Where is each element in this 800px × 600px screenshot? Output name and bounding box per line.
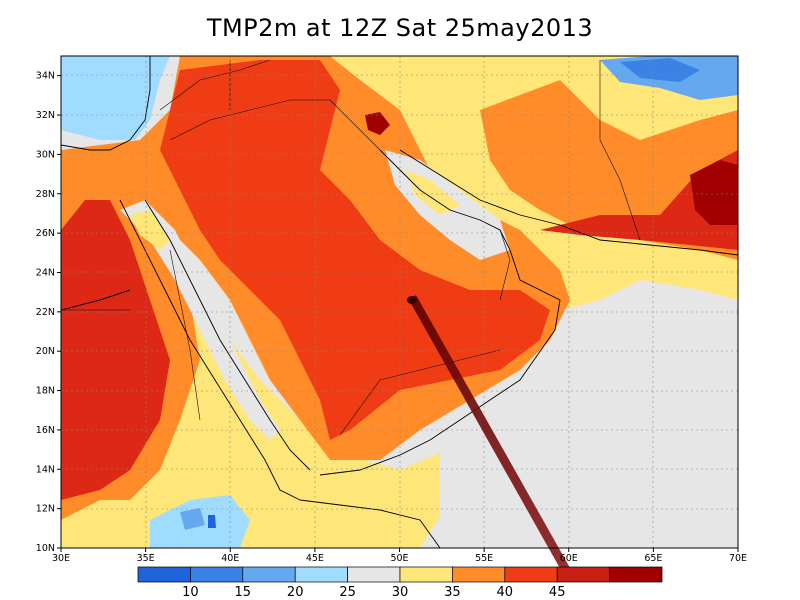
lon-tick-label: 65E	[644, 553, 662, 564]
colorbar-label: 45	[549, 585, 566, 600]
field-red-sea	[120, 200, 280, 440]
map-title: TMP2m at 12Z Sat 25may2013	[206, 14, 594, 42]
gridlines	[61, 56, 738, 548]
lat-tick-label: 24N	[36, 267, 55, 278]
colorbar-swatch	[399, 566, 453, 583]
colorbar-label: 30	[392, 585, 409, 600]
lat-tick-label: 26N	[36, 228, 55, 239]
field-45-up-iran	[690, 160, 738, 225]
colorbar-label: 40	[497, 585, 514, 600]
lat-tick-label: 34N	[36, 71, 55, 82]
colorbar-label: 15	[235, 585, 252, 600]
arrow-annotation	[407, 295, 574, 579]
colorbar-swatch	[242, 566, 296, 583]
field-45-up-iraq	[365, 112, 390, 135]
coastlines	[61, 56, 738, 548]
lat-tick-label: 10N	[36, 543, 55, 554]
longitude-ticks: 30E 35E 40E 45E 50E 55E 60E 65E 70E	[52, 548, 747, 564]
lat-tick-label: 12N	[36, 504, 55, 515]
field-40-45-iran	[540, 150, 738, 250]
field-red-sea-north	[130, 210, 170, 250]
field-40-45-africa	[61, 200, 170, 500]
field-20-25-med	[61, 56, 170, 140]
colorbar-label: 10	[182, 585, 199, 600]
colorbar-swatch	[504, 566, 558, 583]
latitude-ticks: 10N 12N 14N 16N 18N 20N 22N 24N 26N 28N 30N 32N 34N	[36, 71, 61, 554]
lat-tick-label: 22N	[36, 307, 55, 318]
temperature-field	[61, 56, 738, 548]
lat-tick-label: 28N	[36, 189, 55, 200]
colorbar-labels: 10 15 20 25 30 35 40 45	[182, 585, 565, 600]
lon-tick-label: 40E	[221, 553, 239, 564]
lon-tick-label: 55E	[475, 553, 493, 564]
lat-tick-label: 16N	[36, 425, 55, 436]
lon-tick-label: 30E	[52, 553, 70, 564]
lat-tick-label: 18N	[36, 386, 55, 397]
lon-tick-label: 50E	[390, 553, 408, 564]
colorbar-label: 35	[444, 585, 461, 600]
lon-tick-label: 70E	[729, 553, 747, 564]
lon-tick-label: 45E	[306, 553, 324, 564]
lon-tick-label: 60E	[560, 553, 578, 564]
colorbar-swatch	[556, 566, 610, 583]
lat-tick-label: 14N	[36, 464, 55, 475]
colorbar-label: 20	[287, 585, 304, 600]
field-40-45-arabia	[160, 60, 550, 440]
colorbar	[137, 566, 663, 583]
colorbar-swatch	[609, 566, 663, 583]
colorbar-swatch	[347, 566, 401, 583]
colorbar-swatch	[190, 566, 244, 583]
field-ethiopia-coldest	[208, 515, 216, 528]
colorbar-swatch	[294, 566, 348, 583]
field-ethiopia-cold	[180, 508, 205, 530]
colorbar-label: 25	[339, 585, 356, 600]
lat-tick-label: 32N	[36, 110, 55, 121]
field-10-15-ne	[620, 58, 700, 82]
colorbar-swatch	[137, 566, 191, 583]
lat-tick-label: 20N	[36, 346, 55, 357]
lon-tick-label: 35E	[137, 553, 155, 564]
lat-tick-label: 30N	[36, 149, 55, 160]
colorbar-swatch	[452, 566, 506, 583]
field-gulf-yellow	[405, 170, 460, 215]
